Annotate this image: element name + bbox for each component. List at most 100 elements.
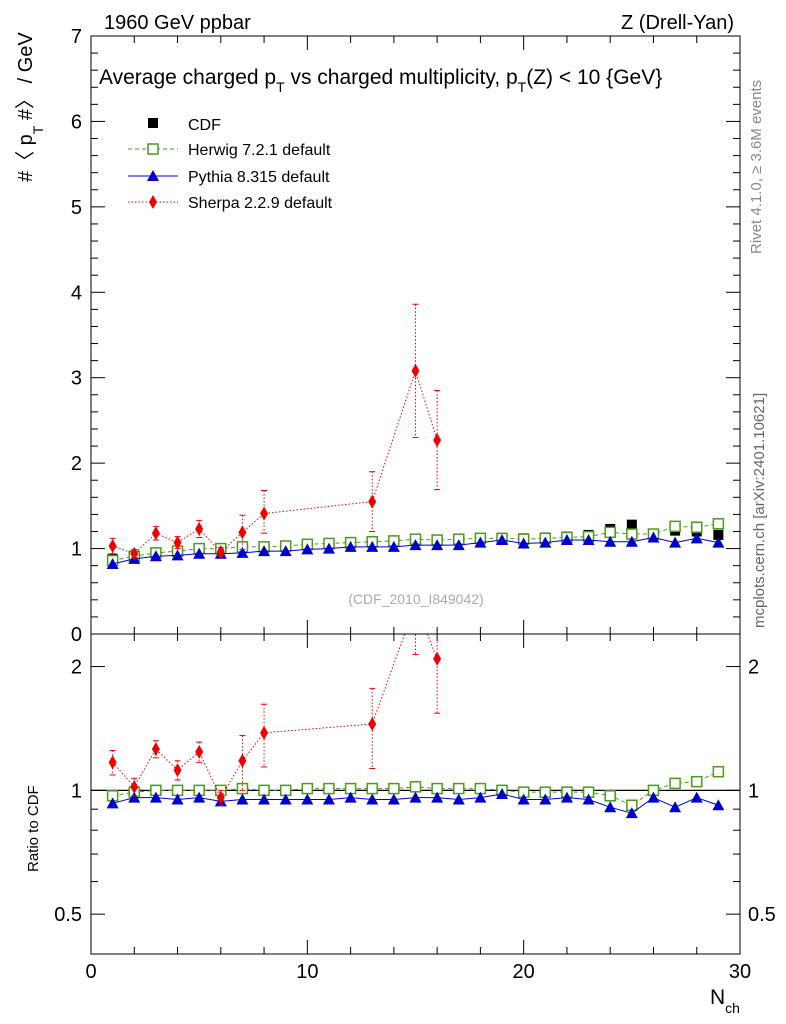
ratio-frame (90, 633, 741, 955)
analysis-id: (CDF_2010_I849042) (348, 591, 483, 607)
sherpa-point-ratio (433, 651, 442, 666)
pythia-point (669, 536, 682, 548)
y-tick-label: 3 (71, 368, 82, 390)
herwig-point-ratio (366, 782, 378, 795)
pythia-point (409, 539, 422, 551)
pythia-point (149, 550, 162, 562)
pythia-point (582, 534, 595, 546)
ratio-tick-label-right: 1 (748, 780, 759, 802)
cdf-point (626, 519, 637, 530)
pythia-point (647, 531, 660, 543)
y-axis-label: #〈 pT #〉 / GeV (15, 32, 46, 182)
sherpa-point-ratio (130, 779, 139, 794)
pythia-point-ratio (625, 807, 638, 819)
ratio-tick-label-right: 2 (748, 657, 759, 679)
pythia-point-ratio (517, 793, 530, 805)
sherpa-point (130, 546, 139, 561)
x-tick-label: 30 (729, 961, 751, 983)
pythia-point (604, 535, 617, 547)
sherpa-point (195, 521, 204, 536)
pythia-point-ratio (647, 791, 660, 803)
pythia-point (625, 535, 638, 547)
pythia-point-ratio (301, 793, 314, 805)
pythia-point-ratio (474, 791, 487, 803)
ratio-tick-label: 2 (71, 657, 82, 679)
pythia-point (106, 557, 119, 569)
sherpa-point (108, 539, 117, 554)
herwig-point-ratio (604, 790, 616, 802)
pythia-point (171, 549, 184, 561)
pythia-point-ratio (560, 791, 573, 803)
pythia-point (496, 534, 509, 546)
herwig-point-ratio (388, 782, 400, 795)
mcplots-label: mcplots.cern.ch [arXiv:2401.10621] (751, 393, 768, 628)
y-tick-label: 2 (71, 453, 82, 475)
sherpa-point-ratio (260, 725, 269, 740)
legend-label-pythia: Pythia 8.315 default (188, 169, 330, 186)
herwig-point (669, 520, 681, 533)
legend-entry-cdf: CDF (148, 117, 221, 134)
sherpa-point (216, 544, 225, 559)
ratio-tick-label-right: 0.5 (748, 904, 776, 926)
pythia-point-ratio (539, 793, 552, 805)
ratio-axis-label: Ratio to CDF (25, 785, 42, 872)
pythia-point (517, 537, 530, 549)
pythia-point-ratio (387, 793, 400, 805)
pythia-point (366, 540, 379, 552)
pythia-point-ratio (236, 793, 249, 805)
legend-label-sherpa: Sherpa 2.2.9 default (188, 195, 333, 212)
pythia-point-ratio (496, 787, 509, 799)
pythia-point-ratio (690, 791, 703, 803)
pythia-point (387, 540, 400, 552)
pythia-point (560, 534, 573, 546)
sherpa-point-ratio (216, 790, 225, 805)
y-tick-label: 7 (71, 26, 82, 48)
legend-label-herwig: Herwig 7.2.1 default (188, 142, 331, 159)
herwig-point-ratio (323, 782, 335, 795)
sherpa-line (112, 369, 438, 555)
herwig-point-ratio (712, 765, 725, 778)
pythia-point (193, 547, 206, 559)
pythia-point-ratio (366, 793, 379, 805)
x-tick-label: 20 (513, 961, 535, 983)
x-axis-label: Nch (710, 986, 740, 1016)
y-tick-label: 1 (71, 539, 82, 561)
legend-label-cdf: CDF (188, 117, 221, 134)
x-tick-label: 10 (296, 961, 318, 983)
sherpa-line-ratio (112, 634, 438, 799)
y-tick-label: 0 (71, 624, 82, 646)
pythia-point (539, 536, 552, 548)
sherpa-point-ratio (195, 744, 204, 759)
sherpa-point (173, 535, 182, 550)
pythia-point (258, 545, 271, 557)
pythia-point-ratio (669, 801, 682, 813)
pythia-point-ratio (582, 793, 595, 805)
rivet-label: Rivet 4.1.0, ≥ 3.6M events (748, 80, 765, 254)
sherpa-point-ratio (238, 753, 247, 768)
pythia-point (301, 543, 314, 555)
pythia-point (344, 540, 357, 552)
pythia-point-ratio (452, 793, 465, 805)
herwig-point (712, 518, 725, 530)
sherpa-point (260, 506, 269, 521)
herwig-point-ratio (453, 782, 465, 795)
pythia-point-ratio (149, 791, 162, 803)
pythia-point-ratio (712, 799, 725, 811)
sherpa-point-ratio (368, 716, 377, 731)
y-tick-label: 4 (71, 282, 82, 304)
sherpa-point-ratio (173, 763, 182, 778)
ratio-tick-label: 1 (71, 780, 82, 802)
ratio-tick-label: 0.5 (54, 904, 82, 926)
legend: CDF Herwig 7.2.1 default Pythia 8.315 de… (128, 117, 333, 212)
process-label: Z (Drell-Yan) (621, 12, 734, 34)
chart-title: Average charged pT vs charged multiplici… (99, 66, 662, 95)
pythia-point-ratio (322, 793, 335, 805)
legend-entry-herwig: Herwig 7.2.1 default (128, 142, 331, 159)
herwig-point-ratio (409, 781, 422, 793)
pythia-point (712, 536, 725, 548)
herwig-point-ratio (690, 775, 703, 788)
y-tick-label: 5 (71, 197, 82, 219)
pythia-point-ratio (279, 793, 292, 805)
legend-entry-pythia: Pythia 8.315 default (128, 169, 330, 186)
